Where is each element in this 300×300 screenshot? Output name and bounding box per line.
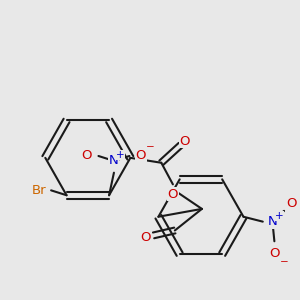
Text: −: − <box>280 257 288 267</box>
Text: +: + <box>275 211 284 221</box>
Text: O: O <box>136 149 146 163</box>
Text: +: + <box>116 150 125 160</box>
Text: O: O <box>286 197 297 211</box>
Text: −: − <box>146 142 155 152</box>
Text: N: N <box>268 215 277 228</box>
Text: O: O <box>269 247 280 260</box>
Text: O: O <box>82 149 92 163</box>
Text: O: O <box>168 188 178 201</box>
Text: N: N <box>109 154 119 167</box>
Text: O: O <box>179 135 190 148</box>
Text: O: O <box>141 231 151 244</box>
Text: Br: Br <box>32 184 47 197</box>
